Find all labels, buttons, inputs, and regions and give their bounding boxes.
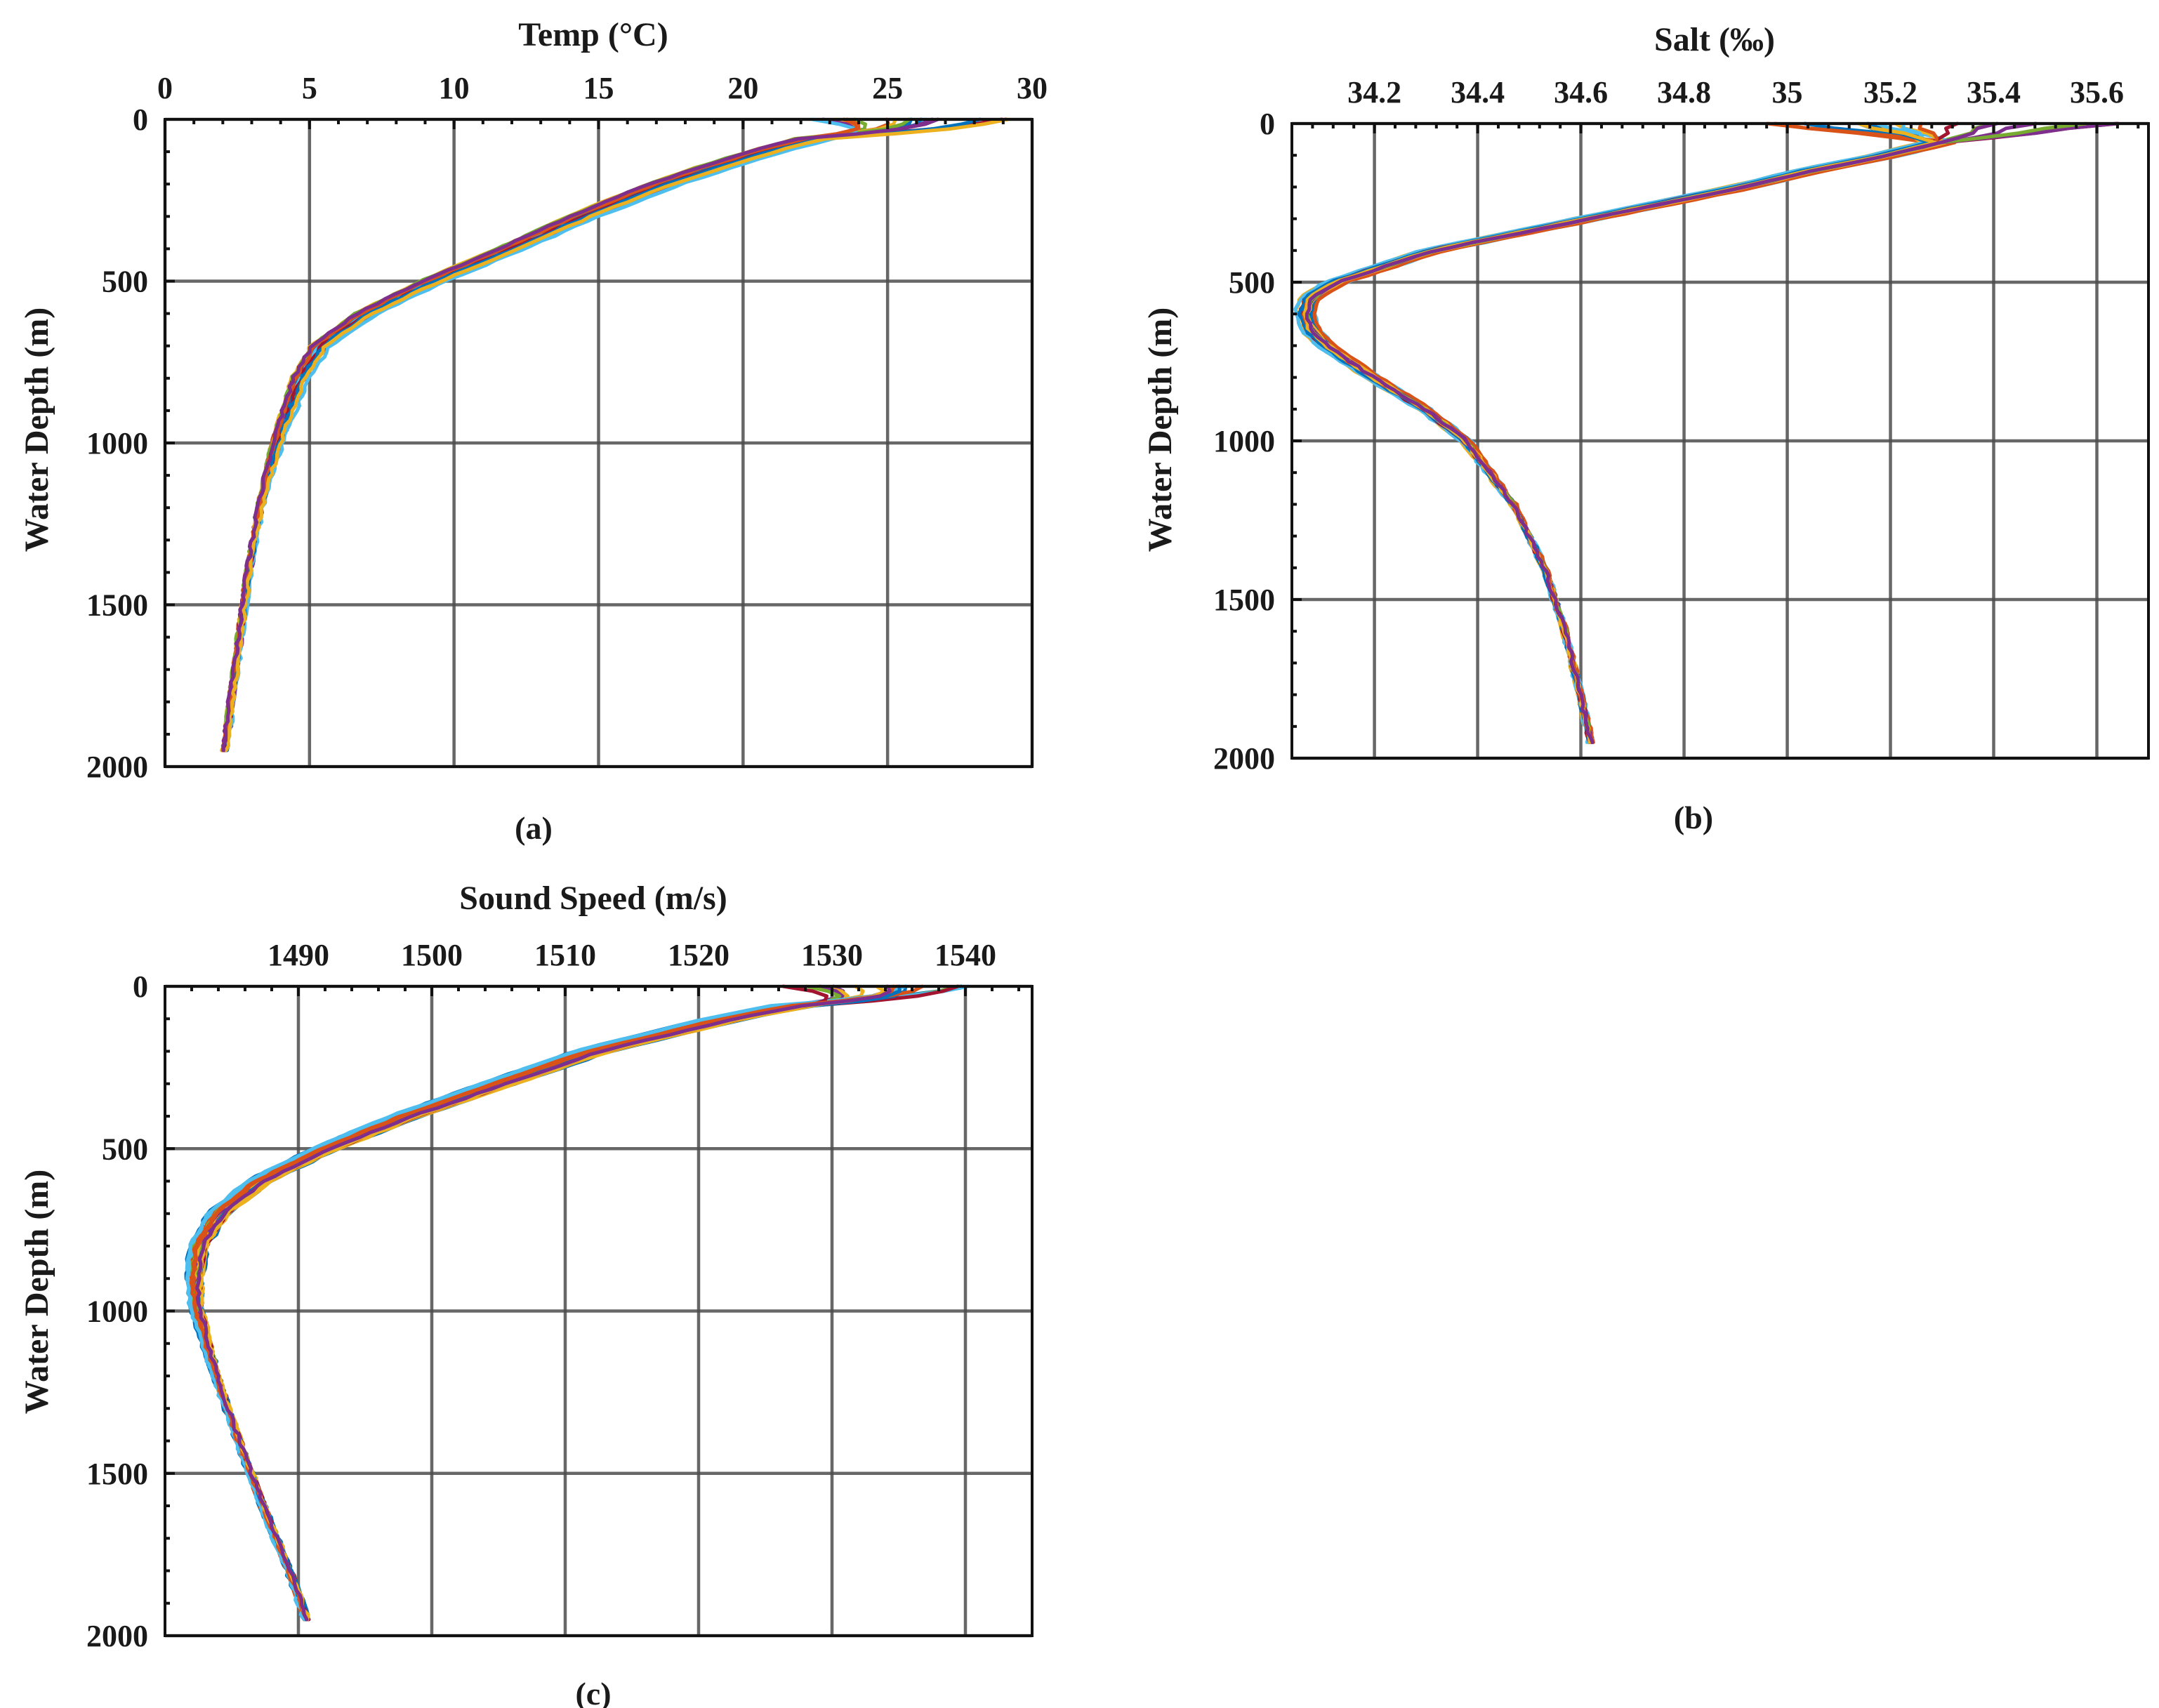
x-tick-label: 35: [1772, 75, 1803, 110]
x-tick-label: 10: [439, 71, 470, 105]
profile-line: [185, 984, 970, 1622]
x-tick-label: 1520: [668, 938, 729, 972]
panel-temperature: Temp (°C) Water Depth (m) (a) 0 5 10 15 20 25…: [18, 16, 1048, 846]
profile-line: [190, 984, 895, 1622]
y-tick-label: 1500: [86, 1457, 148, 1491]
profile-line: [185, 984, 907, 1622]
profile-line: [1312, 121, 1957, 744]
profile-line: [184, 984, 963, 1622]
y-tick-label: 500: [1229, 265, 1275, 300]
profile-line: [1305, 121, 1947, 744]
panel-a-ylabel: Water Depth (m): [18, 307, 55, 552]
profile-line: [225, 117, 859, 753]
profile-line: [1307, 121, 2038, 744]
profile-line: [198, 984, 908, 1622]
x-tick-label: 1530: [801, 938, 863, 972]
panel-salinity: Salt (‰) Water Depth (m) (b) 34.2 34.4 34.…: [1142, 21, 2150, 835]
x-tick-label: 35.4: [1967, 75, 2021, 110]
profile-line: [195, 984, 892, 1622]
profile-line: [190, 984, 960, 1622]
x-tick-label: 1510: [534, 938, 596, 972]
x-tick-label: 5: [302, 71, 317, 105]
x-tick-label: 34.6: [1554, 75, 1608, 110]
y-tick-label: 0: [1260, 107, 1275, 141]
x-tick-label: 1490: [268, 938, 329, 972]
panel-c-title: Sound Speed (m/s): [459, 880, 727, 917]
panel-c-plot-area: 1490 1500 1510 1520 1530 1540 0 500 1000 1500 2000: [86, 938, 1034, 1653]
panel-a-caption: (a): [515, 810, 553, 846]
y-tick-label: 2000: [1213, 741, 1275, 776]
y-tick-label: 1000: [1213, 424, 1275, 458]
x-tick-label: 25: [872, 71, 903, 105]
profile-line: [220, 117, 1004, 753]
profile-line: [198, 984, 960, 1622]
panel-a-title: Temp (°C): [518, 16, 668, 53]
x-tick-label: 20: [727, 71, 758, 105]
panel-b-ylabel: Water Depth (m): [1142, 307, 1179, 552]
y-tick-label: 2000: [86, 750, 148, 784]
y-tick-label: 0: [133, 102, 148, 137]
y-tick-label: 0: [133, 969, 148, 1004]
profile-line: [195, 984, 902, 1622]
panel-b-caption: (b): [1674, 800, 1713, 835]
x-tick-label: 35.6: [2070, 75, 2124, 110]
panel-sound-speed: Sound Speed (m/s) Water Depth (m) (c) 14…: [18, 880, 1034, 1708]
profile-line: [189, 984, 925, 1622]
profile-line: [1305, 121, 2088, 744]
profile-line: [220, 117, 897, 753]
y-tick-label: 2000: [86, 1619, 148, 1653]
panel-b-plot-area: 34.2 34.4 34.6 34.8 35 35.2 35.4 35.6 0 500 1000 15…: [1213, 75, 2150, 776]
panel-c-ylabel: Water Depth (m): [18, 1170, 55, 1414]
y-tick-label: 500: [102, 1132, 148, 1166]
x-tick-label: 34.8: [1657, 75, 1711, 110]
y-tick-label: 1000: [86, 426, 148, 461]
x-tick-label: 30: [1017, 71, 1048, 105]
profile-line: [1309, 121, 1951, 744]
profile-line: [1307, 121, 2120, 744]
x-tick-label: 0: [157, 71, 173, 105]
profile-line: [221, 117, 940, 753]
panel-b-title: Salt (‰): [1654, 21, 1775, 58]
panel-c-caption: (c): [575, 1676, 611, 1708]
profile-line: [197, 984, 887, 1622]
profile-line: [1313, 121, 1954, 744]
x-tick-label: 34.2: [1347, 75, 1401, 110]
profile-line: [188, 984, 899, 1622]
x-tick-label: 35.2: [1863, 75, 1917, 110]
panel-a-plot-area: 0 5 10 15 20 25 30 0 500 1000 1500 2000: [86, 71, 1048, 784]
profile-line: [220, 117, 859, 753]
y-tick-label: 1000: [86, 1295, 148, 1329]
profile-line: [220, 117, 911, 753]
y-tick-label: 1500: [1213, 583, 1275, 617]
x-tick-label: 1540: [935, 938, 996, 972]
x-tick-label: 1500: [401, 938, 463, 972]
profile-line: [223, 117, 858, 753]
y-tick-label: 500: [102, 265, 148, 299]
profile-line: [221, 117, 913, 753]
profile-line: [1298, 121, 1960, 744]
x-tick-label: 15: [583, 71, 614, 105]
profile-line: [224, 117, 1010, 753]
profile-line: [220, 117, 861, 753]
profile-line: [222, 117, 858, 753]
y-tick-label: 1500: [86, 588, 148, 623]
profile-line: [194, 984, 865, 1622]
profile-line: [221, 117, 867, 753]
profile-line: [221, 117, 890, 753]
x-tick-label: 34.4: [1451, 75, 1505, 110]
profile-line: [1305, 121, 1999, 744]
